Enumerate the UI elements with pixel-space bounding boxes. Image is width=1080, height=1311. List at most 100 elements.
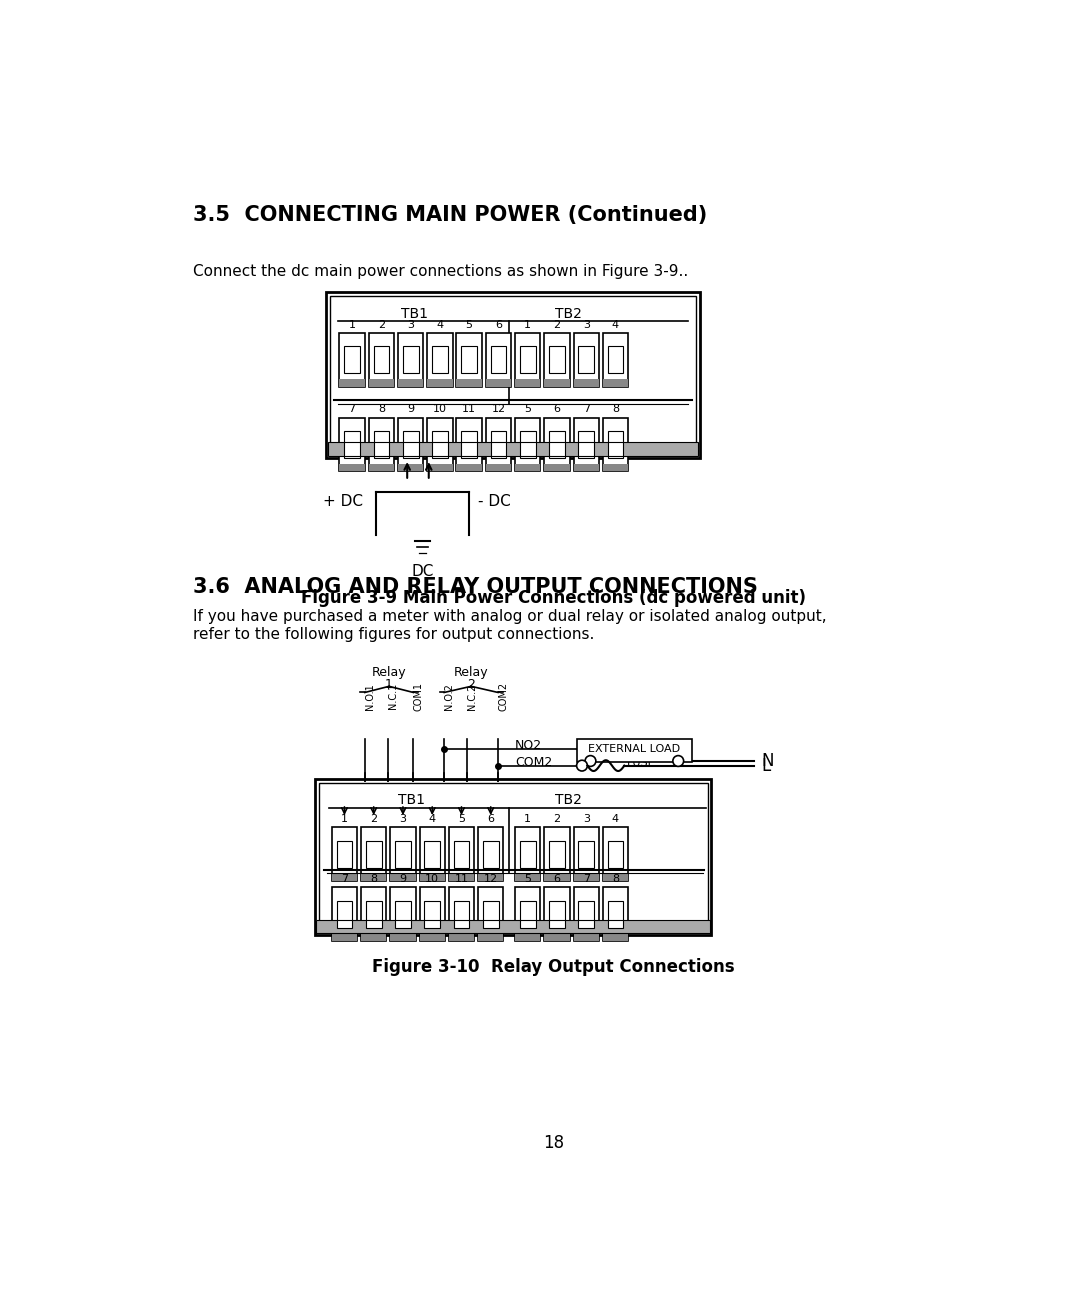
- Bar: [549, 840, 565, 868]
- Bar: [419, 827, 445, 881]
- Bar: [326, 292, 700, 458]
- Text: 3: 3: [407, 320, 414, 330]
- Bar: [432, 431, 448, 458]
- Text: TB1: TB1: [402, 308, 429, 321]
- Bar: [579, 840, 594, 868]
- Bar: [424, 840, 441, 868]
- Bar: [457, 464, 482, 472]
- Bar: [328, 442, 699, 456]
- Bar: [449, 933, 474, 941]
- Bar: [486, 379, 511, 387]
- Text: If you have purchased a meter with analog or dual relay or isolated analog outpu: If you have purchased a meter with analo…: [193, 610, 827, 624]
- Bar: [515, 933, 540, 941]
- Bar: [519, 840, 536, 868]
- Text: 11: 11: [455, 874, 469, 884]
- Text: 3.5  CONNECTING MAIN POWER (Continued): 3.5 CONNECTING MAIN POWER (Continued): [193, 205, 707, 225]
- Text: 5: 5: [465, 320, 473, 330]
- Bar: [549, 346, 565, 374]
- Text: 9: 9: [400, 874, 406, 884]
- Bar: [490, 431, 507, 458]
- Bar: [603, 827, 629, 881]
- Text: Connect the dc main power connections as shown in Figure 3-9..: Connect the dc main power connections as…: [193, 264, 688, 278]
- Text: 11: 11: [462, 405, 476, 414]
- Bar: [332, 933, 357, 941]
- Bar: [428, 418, 453, 472]
- Text: N.O.2: N.O.2: [444, 683, 455, 709]
- Bar: [519, 346, 536, 374]
- Bar: [368, 464, 394, 472]
- Text: TB2: TB2: [555, 793, 582, 806]
- Bar: [316, 919, 710, 933]
- Bar: [454, 840, 470, 868]
- Text: Figure 3-10  Relay Output Connections: Figure 3-10 Relay Output Connections: [373, 958, 734, 977]
- Text: 12: 12: [484, 874, 498, 884]
- Bar: [608, 346, 623, 374]
- Bar: [316, 919, 710, 933]
- Bar: [461, 346, 477, 374]
- Bar: [515, 333, 540, 387]
- Bar: [424, 901, 441, 928]
- Bar: [608, 901, 623, 928]
- Text: NO2: NO2: [515, 739, 542, 753]
- Bar: [579, 431, 594, 458]
- Text: 1: 1: [386, 678, 393, 691]
- Bar: [314, 780, 712, 935]
- Bar: [395, 901, 410, 928]
- Bar: [328, 442, 699, 456]
- Bar: [330, 296, 696, 454]
- Bar: [544, 418, 569, 472]
- Bar: [603, 933, 629, 941]
- Text: - DC: - DC: [478, 494, 511, 509]
- Bar: [486, 418, 511, 472]
- Bar: [478, 888, 503, 941]
- Bar: [361, 827, 387, 881]
- Bar: [332, 827, 357, 881]
- Text: N: N: [761, 753, 774, 770]
- Bar: [419, 873, 445, 881]
- Text: 12: 12: [491, 405, 505, 414]
- Bar: [603, 333, 629, 387]
- Bar: [486, 333, 511, 387]
- Bar: [608, 840, 623, 868]
- Bar: [515, 464, 540, 472]
- Bar: [483, 901, 499, 928]
- Bar: [573, 464, 599, 472]
- Text: 5: 5: [524, 405, 531, 414]
- Bar: [544, 888, 569, 941]
- Bar: [457, 333, 482, 387]
- Text: 2: 2: [370, 814, 377, 825]
- Text: COM1: COM1: [414, 682, 423, 711]
- Text: 7: 7: [583, 405, 590, 414]
- Bar: [337, 840, 352, 868]
- Bar: [428, 379, 453, 387]
- Bar: [403, 346, 419, 374]
- Bar: [403, 431, 419, 458]
- Bar: [361, 873, 387, 881]
- Bar: [603, 418, 629, 472]
- Text: L: L: [761, 756, 771, 775]
- Text: 6: 6: [495, 320, 502, 330]
- Text: 7: 7: [583, 874, 590, 884]
- Bar: [428, 333, 453, 387]
- Bar: [390, 933, 416, 941]
- Text: 7: 7: [349, 405, 355, 414]
- Bar: [490, 346, 507, 374]
- Bar: [395, 840, 410, 868]
- Text: 4: 4: [612, 814, 619, 825]
- Bar: [515, 827, 540, 881]
- Bar: [544, 379, 569, 387]
- Bar: [339, 379, 365, 387]
- Text: 8: 8: [378, 405, 384, 414]
- Bar: [515, 379, 540, 387]
- Text: 1: 1: [524, 814, 531, 825]
- Bar: [544, 827, 569, 881]
- Text: 9: 9: [407, 405, 415, 414]
- Bar: [368, 333, 394, 387]
- Bar: [449, 888, 474, 941]
- Text: N.O.1: N.O.1: [365, 683, 375, 709]
- Bar: [332, 873, 357, 881]
- Bar: [544, 933, 569, 941]
- Text: 2: 2: [378, 320, 384, 330]
- Bar: [345, 346, 360, 374]
- Bar: [366, 840, 381, 868]
